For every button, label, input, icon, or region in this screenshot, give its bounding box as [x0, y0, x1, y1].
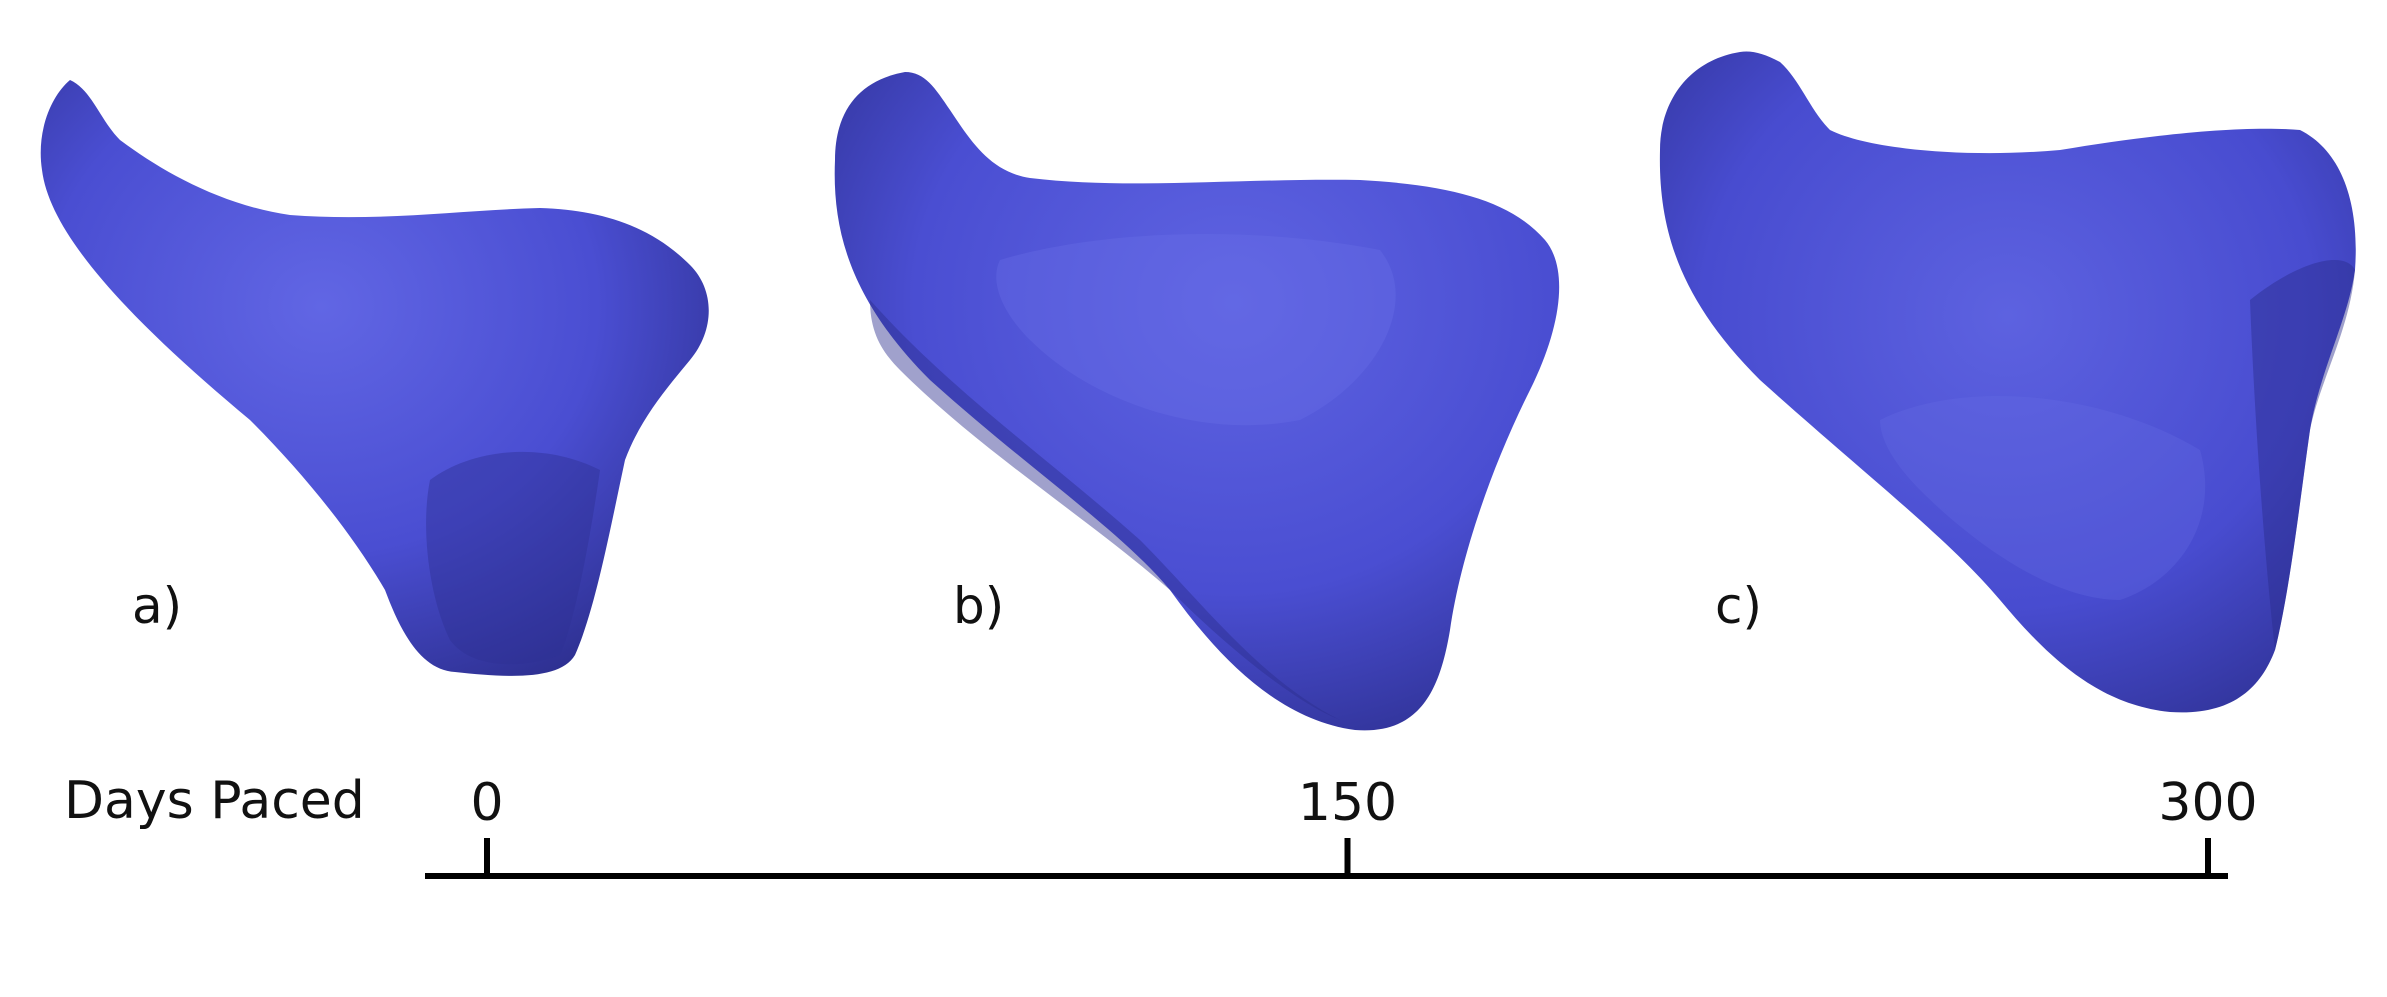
panel-label-a: a): [132, 577, 182, 635]
ventricle-mesh-a: [40, 80, 709, 676]
timeline-tick-label-0: 0: [470, 773, 503, 833]
panel-label-b: b): [953, 577, 1004, 635]
timeline-tick-label-150: 150: [1298, 773, 1397, 833]
mesh-shading-a: [426, 451, 600, 665]
panel-c: c): [1659, 51, 2356, 713]
ventricle-mesh-b: [834, 72, 1560, 731]
panel-label-c: c): [1715, 577, 1762, 635]
panel-b: b): [834, 72, 1560, 731]
timeline-tick-label-300: 300: [2158, 773, 2257, 833]
timeline-ticks: 0 150 300: [470, 773, 2258, 876]
ventricle-mesh-c: [1659, 51, 2356, 713]
mesh-highlight-b: [996, 233, 1396, 426]
panel-a: a): [40, 80, 709, 676]
timeline: Days Paced 0 150 300: [64, 771, 2258, 879]
mesh-highlight-c: [1880, 396, 2206, 600]
mesh-shading-b: [870, 300, 1340, 720]
mesh-shading-c: [2250, 260, 2355, 650]
timeline-title: Days Paced: [64, 771, 365, 831]
